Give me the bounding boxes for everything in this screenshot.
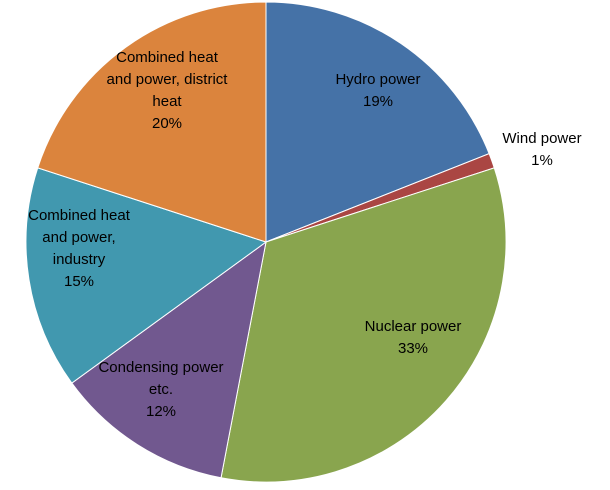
slice-percent-label: 20% [152,115,182,132]
slice-name-line: and power, district [107,71,229,88]
slice-name-line: Wind power [502,130,581,147]
slice-label-3: Condensing power etc. 12% [98,359,223,420]
slice-name-line: Combined heat [28,207,131,224]
slice-name-line: Hydro power [335,71,420,88]
slice-name-line: Nuclear power [365,318,462,335]
pie-slice-3 [71,240,267,479]
pie-slice-5 [37,1,267,243]
slice-label-0: Hydro power 19% [335,71,420,110]
slice-label-5: Combined heat and power, district heat 20% [107,49,229,132]
pie-slice-2 [220,167,507,483]
slice-label-1: Wind power 1% [502,130,581,169]
slice-name-line: etc. [149,381,173,398]
pie-slice-4 [25,167,268,384]
slice-label-2: Nuclear power 33% [365,318,462,357]
slice-name-line: heat [152,93,182,110]
slice-name-line: and power, [42,229,115,246]
pie-slices [25,1,507,483]
slice-name-line: Combined heat [116,49,219,66]
pie-slice-0 [265,1,490,243]
slice-name-line: Condensing power [98,359,223,376]
slice-percent-label: 33% [398,340,428,357]
slice-percent-label: 19% [363,93,393,110]
slice-percent-label: 12% [146,403,176,420]
slice-name-line: industry [53,251,106,268]
slice-label-4: Combined heat and power, industry 15% [28,207,131,290]
slice-percent-label: 15% [64,273,94,290]
slice-percent-label: 1% [531,152,553,169]
pie-labels: Hydro power 19% Wind power 1% Nuclear power 3… [28,49,581,420]
